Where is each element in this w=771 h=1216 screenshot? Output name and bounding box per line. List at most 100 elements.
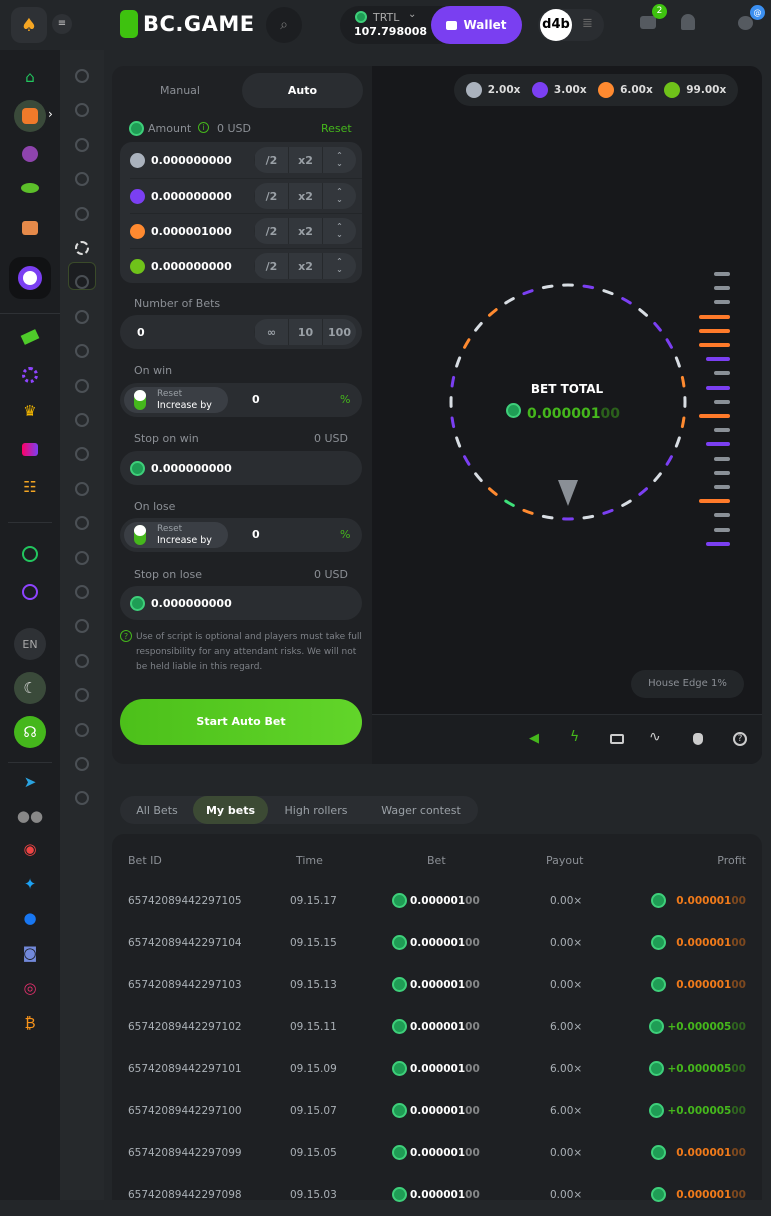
on-lose-value[interactable]: 0 [252, 528, 260, 541]
bet-id[interactable]: 65742089442297099 [128, 1147, 242, 1159]
ten-bets-button[interactable]: 10 [288, 319, 322, 345]
half-button[interactable]: /2 [254, 218, 288, 244]
sound-icon[interactable]: ◀ [529, 731, 539, 746]
bet-id[interactable]: 65742089442297101 [128, 1063, 242, 1075]
double-button[interactable]: x2 [288, 253, 322, 279]
bet-id[interactable]: 65742089442297104 [128, 937, 242, 949]
amount-input[interactable]: 0.000000000 [151, 260, 232, 273]
recent-clock-icon[interactable] [14, 576, 46, 608]
tab-wager-contest[interactable]: Wager contest [366, 796, 476, 824]
stop-on-lose-input[interactable]: 0.000000000 [120, 586, 362, 620]
stepper-icon[interactable]: ⌃⌄ [322, 253, 356, 279]
double-button[interactable]: x2 [288, 147, 322, 173]
chart-line-icon[interactable]: ∿ [649, 729, 661, 745]
bonus-icon[interactable]: ☷ [14, 471, 46, 503]
ring-of-fortune-icon[interactable] [75, 241, 89, 255]
stepper-icon[interactable]: ⌃⌄ [322, 218, 356, 244]
discord-icon[interactable]: ◙ [14, 937, 46, 969]
slots-icon[interactable] [14, 138, 46, 170]
acorn-icon[interactable] [693, 733, 703, 745]
vip-crown-icon[interactable]: ♛ [14, 395, 46, 427]
reset-option[interactable]: Reset [157, 524, 182, 534]
infinite-bets-button[interactable]: ∞ [254, 319, 288, 345]
lottery-icon[interactable] [14, 359, 46, 391]
keno-game-icon[interactable] [75, 379, 89, 393]
wheel-game-icon[interactable] [75, 207, 89, 221]
facebook-icon[interactable]: ● [14, 902, 46, 934]
start-auto-bet-button[interactable]: Start Auto Bet [120, 699, 362, 745]
reset-option[interactable]: Reset [157, 389, 182, 399]
stepper-icon[interactable]: ⌃⌄ [322, 147, 356, 173]
tab-high-rollers[interactable]: High rollers [270, 796, 362, 824]
hundred-bets-button[interactable]: 100 [322, 319, 356, 345]
bet-id[interactable]: 65742089442297103 [128, 979, 242, 991]
help-icon[interactable]: ? [733, 732, 747, 746]
half-button[interactable]: /2 [254, 253, 288, 279]
mail-button[interactable] [640, 16, 656, 29]
crash-game-icon[interactable] [75, 69, 89, 83]
double-button[interactable]: x2 [288, 183, 322, 209]
amount-input[interactable]: 0.000000000 [151, 190, 232, 203]
reset-link[interactable]: Reset [321, 122, 352, 135]
amount-input[interactable]: 0.000001000 [151, 225, 232, 238]
info-icon[interactable]: i [198, 122, 209, 133]
double-button[interactable]: x2 [288, 218, 322, 244]
theme-moon-icon[interactable]: ☾ [14, 672, 46, 704]
cave-game-icon[interactable] [75, 654, 89, 668]
home-icon[interactable]: ⌂ [14, 61, 46, 93]
hashdice-game-icon[interactable] [75, 551, 89, 565]
medium-icon[interactable]: ●● [14, 800, 46, 832]
bet-id[interactable]: 65742089442297105 [128, 895, 242, 907]
dice-game-icon[interactable] [75, 585, 89, 599]
half-button[interactable]: /2 [254, 147, 288, 173]
bet-id[interactable]: 65742089442297102 [128, 1021, 242, 1033]
search-button[interactable]: ⌕ [266, 7, 302, 43]
on-win-value[interactable]: 0 [252, 393, 260, 406]
tab-all-bets[interactable]: All Bets [122, 796, 192, 824]
slots-game-icon[interactable] [75, 413, 89, 427]
cards-icon[interactable] [14, 212, 46, 244]
bet-id[interactable]: 65742089442297100 [128, 1105, 242, 1117]
rocket-game-icon[interactable] [75, 482, 89, 496]
chevron-right-icon[interactable]: › [48, 107, 53, 121]
increase-by-option[interactable]: Increase by [157, 400, 212, 411]
hamburger-icon[interactable]: ≡ [52, 14, 72, 34]
promotions-icon[interactable] [14, 433, 46, 465]
tab-my-bets[interactable]: My bets [193, 796, 268, 824]
support-headset-icon[interactable]: ☊ [14, 716, 46, 748]
bell-icon[interactable] [681, 14, 695, 30]
stairs-game-icon[interactable] [75, 757, 89, 771]
coinflip-game-icon[interactable] [75, 310, 89, 324]
baccarat-game-icon[interactable] [75, 723, 89, 737]
user-menu[interactable]: d4b ≣ [538, 9, 604, 41]
bet-id[interactable]: 65742089442297098 [128, 1189, 242, 1201]
brand-name[interactable]: BC.GAME [143, 12, 255, 36]
sports-icon[interactable] [14, 321, 46, 353]
casino-dice-icon[interactable] [14, 100, 46, 132]
telegram-icon[interactable]: ➤ [14, 766, 46, 798]
amount-input[interactable]: 0.000000000 [151, 154, 232, 167]
live-casino-icon[interactable] [14, 172, 46, 204]
casino-menu-button[interactable]: ♠ [11, 7, 47, 43]
hilo-game-icon[interactable] [75, 138, 89, 152]
instagram-icon[interactable]: ◎ [14, 972, 46, 1004]
on-lose-toggle[interactable]: Reset Increase by [124, 522, 228, 548]
favorites-icon[interactable] [14, 538, 46, 570]
stepper-icon[interactable]: ⌃⌄ [322, 183, 356, 209]
lightning-icon[interactable]: ϟ [570, 729, 579, 745]
target-game-icon[interactable] [9, 257, 51, 299]
keyboard-icon[interactable] [610, 734, 624, 744]
language-button[interactable]: EN [14, 628, 46, 660]
increase-by-option[interactable]: Increase by [157, 535, 212, 546]
on-win-toggle[interactable]: Reset Increase by [124, 387, 228, 413]
wallet-button[interactable]: Wallet [431, 6, 522, 44]
github-icon[interactable]: ◉ [14, 833, 46, 865]
